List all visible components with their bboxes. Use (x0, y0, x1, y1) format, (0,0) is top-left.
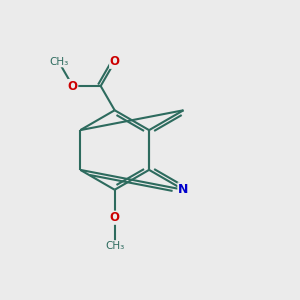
Text: N: N (178, 183, 189, 196)
Text: O: O (110, 211, 120, 224)
Text: CH₃: CH₃ (105, 241, 124, 251)
Text: O: O (110, 55, 120, 68)
Text: O: O (68, 80, 78, 92)
Text: CH₃: CH₃ (49, 57, 68, 67)
